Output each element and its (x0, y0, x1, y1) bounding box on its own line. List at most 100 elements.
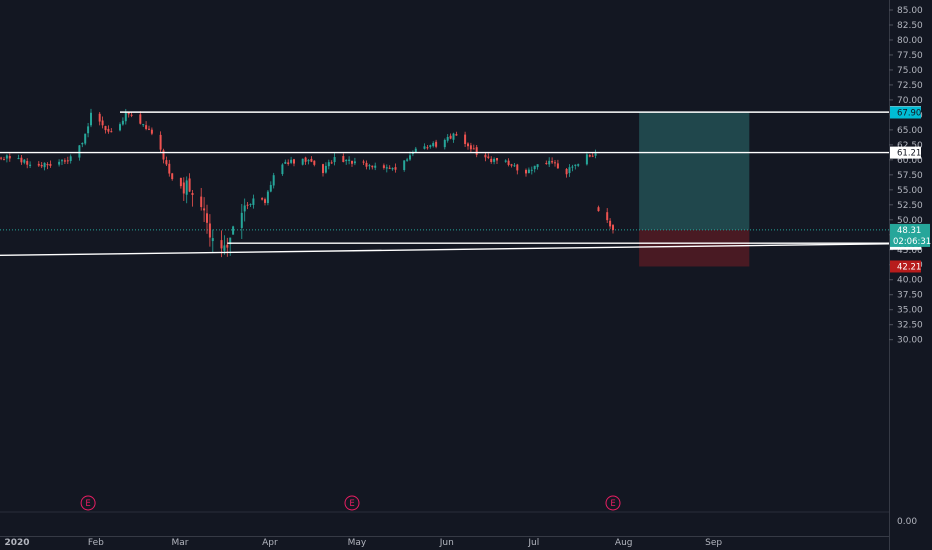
candle-body (365, 162, 368, 167)
candle-body (348, 159, 351, 161)
earnings-icon[interactable] (80, 495, 96, 511)
time-tick-label: 2020 (4, 538, 29, 548)
candle-body (165, 160, 168, 165)
candle (574, 164, 577, 170)
candle (107, 125, 110, 134)
candle (388, 165, 391, 170)
candle-body (487, 156, 490, 158)
candle (609, 218, 612, 230)
candle (391, 167, 394, 171)
price-tick-label: 55.00 (897, 186, 923, 196)
candle (496, 157, 498, 164)
candle (249, 203, 252, 207)
earnings-label: E (349, 499, 354, 509)
candle-body (324, 165, 327, 173)
position-profit-zone[interactable] (639, 112, 750, 230)
candle-body (362, 161, 365, 163)
line-price-tag-box (890, 146, 921, 159)
candle (414, 146, 417, 153)
candle-body (469, 145, 472, 150)
last-price-text: 48.31 (897, 226, 921, 236)
earnings-icon[interactable] (344, 495, 360, 511)
candle (110, 128, 113, 133)
candle (313, 160, 316, 167)
time-axis[interactable]: 2020 Feb Mar Apr May Jun Jul Aug Sep (4, 538, 722, 548)
candle-body (121, 120, 124, 125)
candle-body (513, 165, 516, 167)
candle-body (533, 165, 536, 170)
candle (252, 194, 255, 209)
candle (66, 156, 69, 165)
candle (551, 157, 554, 165)
price-tick-label: 30.00 (897, 336, 923, 346)
candle (307, 158, 310, 165)
candle (185, 176, 188, 204)
candle (443, 138, 446, 150)
candle (40, 162, 43, 169)
candle-body (516, 164, 519, 171)
candle (281, 163, 284, 176)
candle-body (249, 203, 252, 205)
candle-body (345, 159, 348, 162)
position-loss-zone[interactable] (639, 229, 750, 267)
candle-body (171, 173, 174, 180)
price-tick-label: 50.00 (897, 216, 923, 226)
candle (20, 155, 23, 165)
candle-body (29, 164, 32, 166)
candle-body (127, 112, 130, 115)
candle (606, 208, 609, 223)
candle (469, 142, 472, 153)
earnings-marker[interactable]: E (80, 495, 96, 511)
candle-body (145, 125, 148, 129)
candle (104, 125, 107, 134)
candle-body (90, 112, 92, 126)
earnings-marker[interactable]: E (344, 495, 360, 511)
price-tick-label: 77.50 (897, 51, 923, 61)
candle (81, 142, 84, 148)
candle (472, 144, 475, 150)
candle (516, 163, 519, 175)
candle-body (191, 193, 194, 195)
price-tick-label: 45.00 (897, 246, 923, 256)
candle (159, 131, 162, 153)
candle (26, 158, 29, 169)
candle (324, 162, 327, 174)
candle (130, 112, 133, 118)
candle-body (8, 155, 11, 159)
candle (203, 197, 206, 223)
candle-body (551, 161, 554, 163)
candle-body (426, 147, 429, 149)
candle-body (507, 160, 510, 165)
candle (348, 156, 351, 165)
candle-body (130, 114, 133, 116)
earnings-marker[interactable]: E (605, 495, 621, 511)
candle-body (43, 162, 46, 168)
trend-line[interactable] (0, 243, 890, 257)
candle (371, 165, 374, 170)
candle (188, 173, 191, 193)
earnings-icon[interactable] (605, 495, 621, 511)
candle-body (403, 160, 406, 171)
candle-body (107, 128, 110, 132)
candle (345, 159, 348, 165)
candle (597, 205, 600, 212)
price-tick-label: 37.50 (897, 291, 923, 301)
candle-body (188, 178, 191, 192)
candle (351, 160, 353, 167)
candle-body (449, 135, 452, 139)
candle-body (565, 168, 568, 175)
stop-price-tag-text: 42.21 (897, 262, 921, 272)
candle-body (98, 113, 101, 122)
candle-body (548, 160, 551, 165)
candle (90, 108, 92, 128)
candle (406, 157, 409, 162)
candle (23, 159, 26, 165)
candle (142, 123, 145, 127)
candle-body (432, 143, 435, 147)
candle-body (475, 147, 478, 155)
candle-body (504, 160, 507, 162)
candle-body (293, 159, 295, 164)
candle (484, 152, 487, 162)
time-tick-label: Jul (527, 538, 539, 548)
